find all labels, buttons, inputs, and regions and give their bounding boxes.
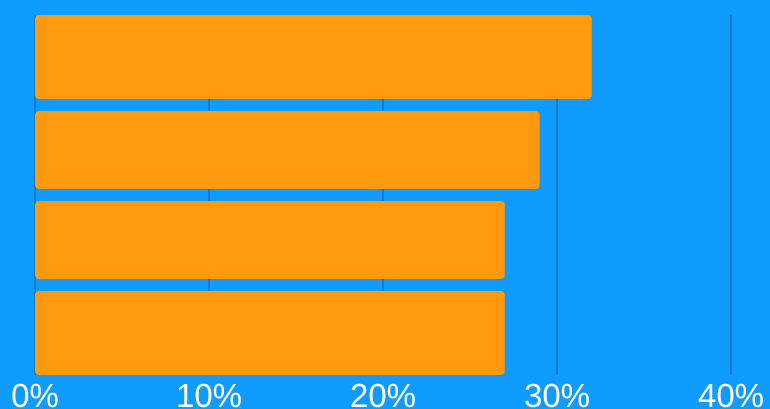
x-axis-ticks: 0% 10% 20% 30% 40% xyxy=(11,377,764,409)
x-tick-label-2: 20% xyxy=(350,377,416,409)
x-tick-label-3: 30% xyxy=(524,377,590,409)
bar-1 xyxy=(35,111,540,189)
x-tick-label-1: 10% xyxy=(176,377,242,409)
bars xyxy=(35,15,592,375)
bar-0 xyxy=(35,15,592,99)
bar-2 xyxy=(35,201,505,279)
x-tick-label-0: 0% xyxy=(11,377,59,409)
bar-3 xyxy=(35,291,505,375)
x-tick-label-4: 40% xyxy=(698,377,764,409)
